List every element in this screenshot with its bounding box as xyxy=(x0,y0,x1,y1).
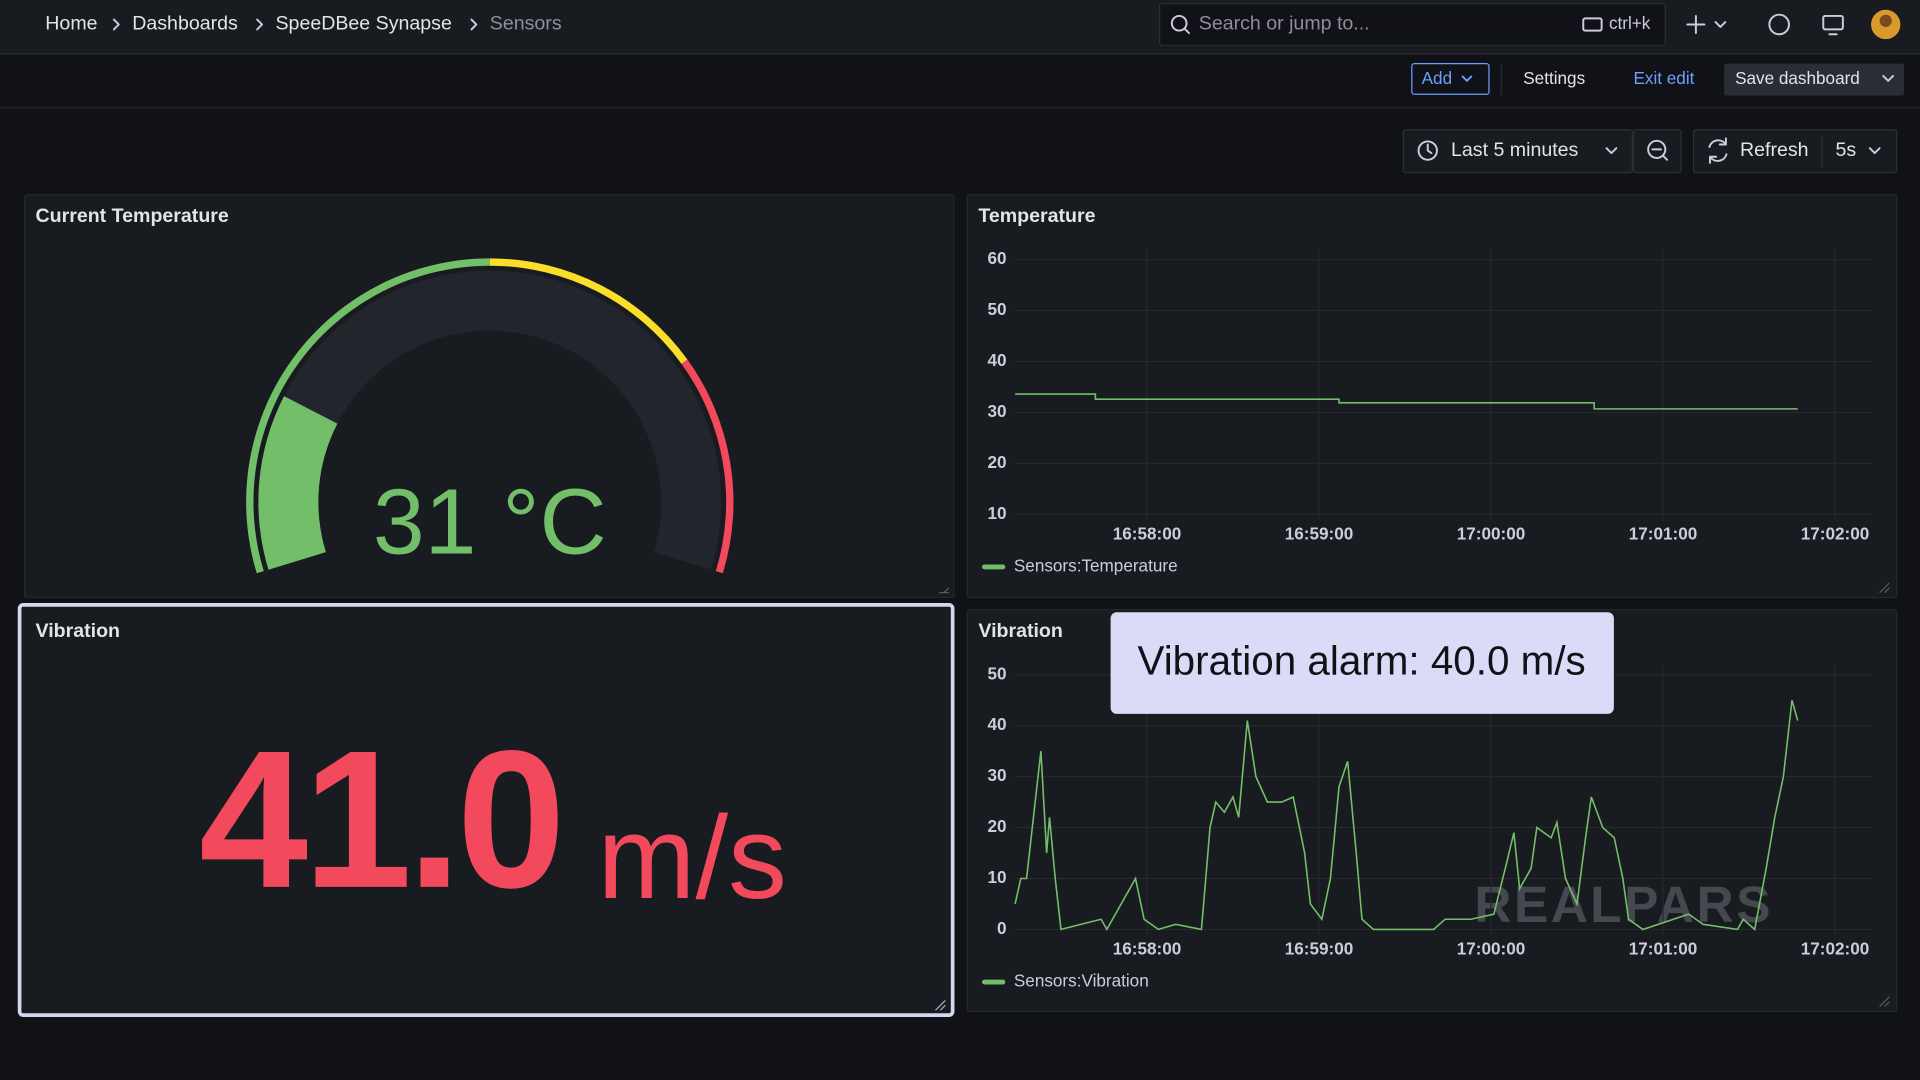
y-tick-label: 30 xyxy=(987,765,1006,785)
resize-handle[interactable] xyxy=(939,587,950,594)
search-shortcut: ctrl+k xyxy=(1609,13,1651,33)
x-tick-label: 17:02:00 xyxy=(1801,939,1870,959)
y-tick-label: 10 xyxy=(987,503,1006,523)
gauge-fill xyxy=(258,396,338,570)
gauge-track xyxy=(258,270,722,570)
clock-icon xyxy=(1417,140,1438,161)
refresh-picker[interactable] xyxy=(1692,129,1898,174)
search-icon xyxy=(1170,14,1188,32)
y-tick-label: 20 xyxy=(987,816,1006,836)
zoom-out-button[interactable] xyxy=(1632,129,1682,174)
y-tick-label: 40 xyxy=(987,714,1006,734)
breadcrumb[interactable]: Dashboards xyxy=(132,13,238,35)
toolbar xyxy=(0,55,1920,108)
new-chevron xyxy=(1714,21,1727,28)
zoom-icon xyxy=(1647,139,1667,159)
search-box[interactable] xyxy=(1158,3,1666,46)
gauge-value: 31 °C xyxy=(373,470,607,574)
news-icon[interactable] xyxy=(1822,14,1844,31)
charts: 31 °C 10 20 30 40 50 60 16:58:00 16:59:00 17:00:0… xyxy=(246,248,1873,991)
gauge-threshold xyxy=(489,258,688,364)
zoom-icon xyxy=(1651,148,1669,161)
series-line xyxy=(1014,699,1799,932)
stat-panel-selected[interactable] xyxy=(17,603,955,1017)
help-icon[interactable] xyxy=(1768,13,1790,36)
refresh-interval[interactable]: 5s xyxy=(1836,139,1857,161)
resize-handle[interactable] xyxy=(1879,996,1890,1007)
add-label: Add xyxy=(1422,68,1452,88)
avatar-detail xyxy=(1879,14,1892,27)
refresh-chevron xyxy=(1868,147,1881,155)
x-tick-label: 17:02:00 xyxy=(1801,524,1870,544)
x-tick-label: 16:58:00 xyxy=(1113,524,1182,544)
save-chevron xyxy=(1882,74,1895,82)
stat-value: 41.0 xyxy=(199,710,561,929)
y-tick-label: 10 xyxy=(987,867,1006,887)
y-tick-label: 30 xyxy=(987,401,1006,421)
temperature-panel xyxy=(966,194,1898,599)
y-tick-label: 50 xyxy=(987,299,1006,319)
x-tick-label: 16:58:00 xyxy=(1113,939,1182,959)
search-placeholder: Search or jump to... xyxy=(1199,13,1370,35)
search-icon xyxy=(1183,27,1190,35)
save-label: Save dashboard xyxy=(1735,68,1860,88)
y-tick-label: 50 xyxy=(987,663,1006,683)
panel-title: Vibration xyxy=(36,620,121,642)
annotation: Vibration alarm: 40.0 m/s xyxy=(1138,637,1586,683)
add-chevron xyxy=(1461,75,1473,83)
time-range: Last 5 minutes xyxy=(1451,139,1579,161)
gauge-threshold xyxy=(681,359,734,574)
time-picker[interactable] xyxy=(1402,129,1633,174)
annotation-box xyxy=(1110,612,1614,714)
time-chevron xyxy=(1605,147,1618,155)
x-tick-label: 17:00:00 xyxy=(1457,524,1526,544)
resize-handle[interactable] xyxy=(1879,582,1890,594)
panel-title: Temperature xyxy=(978,205,1095,227)
x-tick-label: 17:01:00 xyxy=(1629,939,1698,959)
exit-edit-button[interactable]: Exit edit xyxy=(1633,68,1694,88)
watermark: REALPARS xyxy=(1474,875,1773,933)
stat-unit: m/s xyxy=(598,792,787,923)
x-tick-label: 17:01:00 xyxy=(1629,524,1698,544)
breadcrumb-separator xyxy=(470,18,478,31)
x-tick-label: 16:59:00 xyxy=(1285,939,1354,959)
x-tick-label: 17:00:00 xyxy=(1457,939,1526,959)
breadcrumb-separator xyxy=(256,18,264,31)
x-tick-label: 16:59:00 xyxy=(1285,524,1354,544)
gauge-panel xyxy=(23,194,955,599)
y-tick-label: 40 xyxy=(987,350,1006,370)
y-tick-label: 60 xyxy=(987,248,1006,268)
panel-title: Vibration xyxy=(978,620,1063,642)
breadcrumb-separator xyxy=(112,18,120,31)
breadcrumb[interactable]: Home xyxy=(45,13,97,35)
resize-handle[interactable] xyxy=(935,999,946,1011)
new-icon[interactable] xyxy=(1686,14,1706,35)
breadcrumb[interactable]: SpeeDBee Synapse xyxy=(276,13,452,35)
add-button[interactable] xyxy=(1411,63,1490,95)
settings-button[interactable]: Settings xyxy=(1523,68,1585,88)
y-tick-label: 0 xyxy=(997,918,1007,938)
refresh-label: Refresh xyxy=(1740,139,1809,161)
breadcrumb-current: Sensors xyxy=(490,13,562,35)
clock-icon xyxy=(1426,143,1433,155)
legend-label: Sensors:Vibration xyxy=(1014,971,1149,991)
series-line xyxy=(1015,393,1798,410)
y-tick-label: 20 xyxy=(987,452,1006,472)
refresh-icon xyxy=(1708,137,1728,164)
legend-label: Sensors:Temperature xyxy=(1014,555,1178,575)
save-button[interactable] xyxy=(1724,63,1905,96)
keyboard-icon xyxy=(1582,17,1603,32)
panel-title: Current Temperature xyxy=(36,205,229,227)
